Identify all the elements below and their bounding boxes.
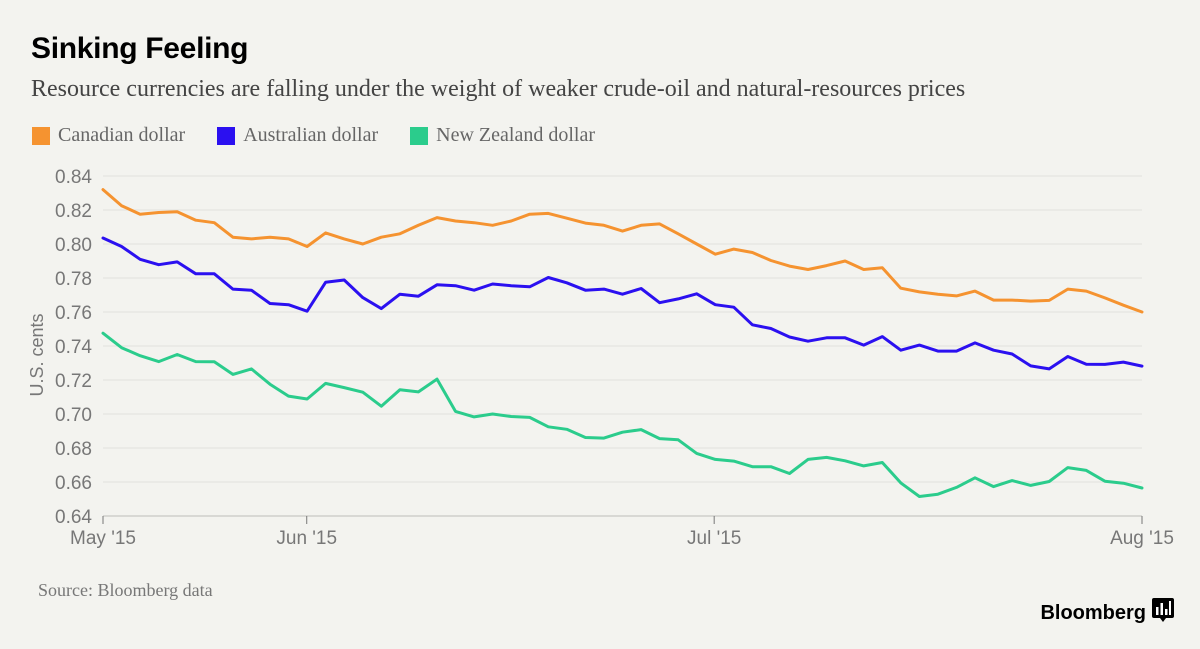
y-tick-label: 0.68 <box>55 439 92 460</box>
legend: Canadian dollar Australian dollar New Ze… <box>32 124 627 147</box>
series-line-cad <box>101 188 1144 314</box>
legend-swatch-nzd <box>410 126 429 145</box>
legend-label-aud: Australian dollar <box>243 124 379 146</box>
legend-item-nzd: New Zealand dollar <box>410 124 595 147</box>
y-tick-label: 0.70 <box>55 405 92 426</box>
brand-name: Bloomberg <box>1040 601 1146 624</box>
y-tick-label: 0.78 <box>55 269 92 290</box>
x-tick-label: Aug '15 <box>1110 528 1174 549</box>
y-tick-label: 0.74 <box>55 337 92 358</box>
legend-label-cad: Canadian dollar <box>58 124 186 146</box>
y-tick-label: 0.82 <box>55 201 92 222</box>
y-tick-label: 0.64 <box>55 507 92 528</box>
chart-subtitle: Resource currencies are falling under th… <box>31 76 966 102</box>
series-line-nzd <box>101 331 1144 498</box>
y-tick-label: 0.80 <box>55 235 92 256</box>
x-tick-label: Jun '15 <box>276 528 337 549</box>
bloomberg-terminal-icon <box>1152 598 1174 628</box>
y-axis: 0.84 0.82 0.80 0.78 0.76 0.74 0.72 0.70 0.68 0.66… <box>55 167 92 528</box>
legend-swatch-aud <box>217 126 236 145</box>
x-axis: May '15 Jun '15 Jul '15 Aug '15 <box>70 516 1174 549</box>
y-axis-label: U.S. cents <box>27 313 47 396</box>
series-lines <box>101 188 1144 498</box>
y-tick-label: 0.66 <box>55 473 92 494</box>
x-tick-label: Jul '15 <box>687 528 741 549</box>
chart-title: Sinking Feeling <box>31 32 249 65</box>
y-tick-label: 0.72 <box>55 371 92 392</box>
x-tick-label: May '15 <box>70 528 136 549</box>
legend-swatch-cad <box>32 126 50 145</box>
source-note: Source: Bloomberg data <box>38 580 213 600</box>
y-tick-label: 0.76 <box>55 303 92 324</box>
series-line-aud <box>101 236 1144 371</box>
legend-label-nzd: New Zealand dollar <box>436 124 595 146</box>
legend-item-aud: Australian dollar <box>217 124 378 147</box>
legend-item-cad: Canadian dollar <box>32 124 185 147</box>
brand-logo: Bloomberg <box>1040 598 1174 628</box>
y-tick-label: 0.84 <box>55 167 92 188</box>
